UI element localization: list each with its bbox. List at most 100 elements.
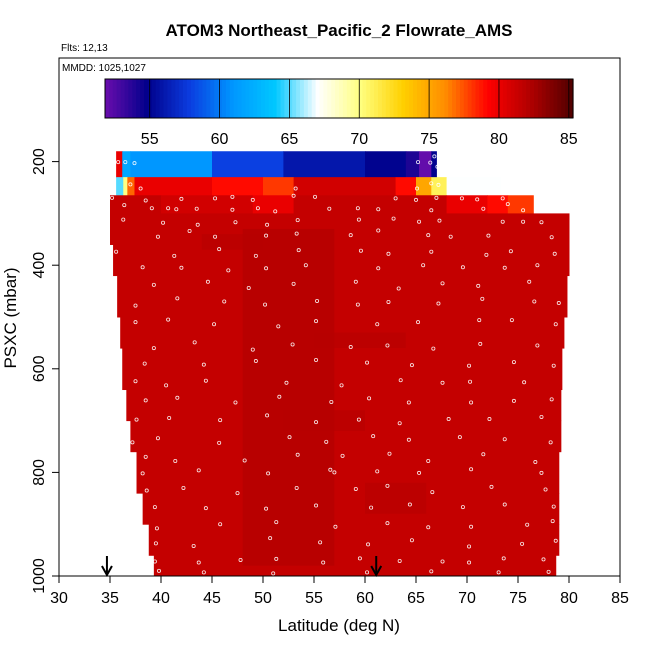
sample-point xyxy=(511,398,516,403)
colorbar-strip xyxy=(491,79,496,118)
sample-point xyxy=(242,458,247,463)
sample-point xyxy=(527,279,532,284)
sample-point xyxy=(253,253,258,258)
colorbar-strip xyxy=(198,79,204,118)
colorbar-strip xyxy=(541,79,547,118)
colorbar-strip xyxy=(225,79,231,118)
sample-point xyxy=(501,556,506,561)
sample-point xyxy=(134,417,139,422)
colorbar-strip xyxy=(483,79,488,118)
x-tick-label: 70 xyxy=(458,590,476,607)
sample-point xyxy=(128,182,133,187)
x-tick-label: 75 xyxy=(509,590,527,607)
sample-point xyxy=(409,538,414,543)
colorbar-strip xyxy=(105,79,110,118)
colorbar-strip xyxy=(335,79,340,118)
sample-point xyxy=(440,559,445,564)
sample-point xyxy=(132,161,137,166)
sample-point xyxy=(426,525,431,530)
colorbar-strip xyxy=(288,79,293,118)
sample-point xyxy=(238,557,243,562)
data-cell xyxy=(283,151,366,178)
sample-point xyxy=(521,208,526,213)
colorbar-strip xyxy=(565,79,570,118)
sample-point xyxy=(110,195,115,200)
colorbar-strip xyxy=(155,79,161,118)
sample-point xyxy=(484,252,489,257)
sample-point xyxy=(114,249,119,254)
data-cell xyxy=(446,195,488,214)
colorbar-strip xyxy=(124,79,129,118)
sample-point xyxy=(143,454,148,459)
y-axis-label: PSXC (mbar) xyxy=(1,267,20,368)
sample-point xyxy=(467,544,472,549)
sample-point xyxy=(385,521,390,526)
sample-point xyxy=(142,361,147,366)
x-tick-label: 45 xyxy=(203,590,221,607)
sample-point xyxy=(448,182,453,187)
sample-point xyxy=(489,484,494,489)
sample-point xyxy=(151,346,156,351)
sample-point xyxy=(502,502,507,507)
colorbar-strip xyxy=(374,79,379,118)
colorbar-strip xyxy=(151,79,157,118)
sample-point xyxy=(385,343,390,348)
sample-point xyxy=(548,440,553,445)
colorbar-strip xyxy=(249,79,254,118)
colorbar-strip xyxy=(194,79,200,118)
sample-point xyxy=(293,186,298,191)
sample-point xyxy=(274,556,279,561)
plot-frame xyxy=(58,57,621,577)
sample-point xyxy=(460,265,465,270)
data-cell xyxy=(365,151,407,178)
sample-point xyxy=(525,522,530,527)
sample-point xyxy=(369,505,374,510)
sample-point xyxy=(417,470,422,475)
sample-point xyxy=(429,208,434,213)
sample-point xyxy=(539,470,544,475)
colorbar-strip xyxy=(257,79,262,118)
data-cell xyxy=(416,177,432,196)
colorbar-strip xyxy=(241,79,246,118)
sample-point xyxy=(143,198,148,203)
x-axis-label: Latitude (deg N) xyxy=(278,616,400,635)
sample-point xyxy=(222,299,227,304)
sample-point xyxy=(291,193,296,198)
colorbar-strip xyxy=(264,79,270,118)
sample-point xyxy=(318,540,323,545)
colorbar-strip xyxy=(545,79,551,118)
sample-point xyxy=(265,222,270,227)
sample-point xyxy=(459,196,464,201)
sample-point xyxy=(314,319,319,324)
colorbar-strip xyxy=(112,79,118,118)
sample-point xyxy=(376,228,381,233)
sample-point xyxy=(552,251,557,256)
sample-point xyxy=(440,380,445,385)
colorbar-strip xyxy=(448,79,453,118)
sample-point xyxy=(329,399,334,404)
sample-point xyxy=(295,452,300,457)
sample-point xyxy=(457,435,462,440)
colorbar-strip xyxy=(378,79,383,118)
data-cell xyxy=(263,177,295,196)
sample-point xyxy=(376,266,381,271)
data-cell xyxy=(212,151,284,178)
colorbar-strip xyxy=(440,79,445,118)
sample-point xyxy=(417,219,422,224)
sample-point xyxy=(218,522,223,527)
sample-point xyxy=(365,360,370,365)
sample-point xyxy=(290,342,295,347)
data-cell xyxy=(142,493,560,525)
sample-point xyxy=(166,317,171,322)
sample-point xyxy=(533,460,538,465)
data-cells xyxy=(110,151,570,577)
sample-point xyxy=(421,263,426,268)
sample-point xyxy=(477,318,482,323)
sample-point xyxy=(551,363,556,368)
sample-point xyxy=(253,359,258,364)
sample-point xyxy=(375,322,380,327)
colorbar-tick-label: 65 xyxy=(281,131,299,148)
sample-point xyxy=(321,560,326,565)
sample-point xyxy=(315,298,320,303)
sample-point xyxy=(475,197,480,202)
